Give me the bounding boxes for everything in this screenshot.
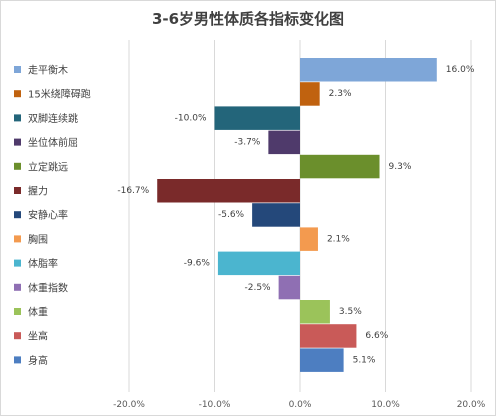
bar [278, 275, 300, 300]
x-tick-label: 0.0% [289, 400, 312, 410]
bar [300, 227, 318, 251]
legend-label: 体脂率 [28, 257, 58, 270]
bar [300, 58, 437, 82]
legend-label: 双脚连续跳 [28, 112, 78, 125]
legend-label: 坐位体前屈 [28, 136, 78, 149]
bar [157, 179, 300, 203]
legend-label: 15米绕障碍跑 [28, 88, 91, 101]
legend-swatch [14, 308, 21, 315]
legend-swatch [14, 114, 21, 122]
legend-label: 立定跳远 [28, 160, 68, 173]
chart-title: 3-6岁男性体质各指标变化图 [151, 10, 345, 28]
legend-swatch [14, 66, 21, 73]
legend-label: 握力 [28, 185, 48, 198]
legend-label: 安静心率 [28, 209, 68, 222]
data-label: 16.0% [446, 65, 475, 75]
bar [300, 154, 380, 179]
legend-label: 身高 [28, 354, 48, 367]
legend-swatch [14, 332, 21, 340]
data-label: -5.6% [218, 210, 245, 220]
legend-swatch [14, 356, 21, 364]
data-label: -16.7% [117, 186, 149, 196]
bar [300, 324, 357, 348]
legend-label: 坐高 [28, 330, 48, 343]
x-tick-label: -20.0% [113, 400, 145, 410]
legend-swatch [14, 283, 21, 291]
bar [300, 82, 320, 106]
data-label: 5.1% [353, 355, 376, 365]
data-label: -10.0% [175, 113, 207, 123]
bar [300, 348, 344, 372]
bar [252, 203, 300, 227]
legend-label: 走平衡木 [28, 65, 68, 77]
legend-swatch [14, 211, 21, 219]
x-tick-label: -10.0% [199, 400, 231, 410]
bar [214, 106, 300, 130]
x-tick-label: 20.0% [457, 400, 486, 410]
bar [217, 251, 300, 276]
legend-swatch [14, 187, 21, 194]
legend-label: 胸围 [28, 233, 48, 246]
data-label: 2.1% [327, 234, 350, 244]
legend-swatch [14, 259, 21, 267]
legend-label: 体重 [28, 306, 48, 319]
data-label: -3.7% [234, 138, 261, 148]
data-label: 9.3% [389, 162, 412, 172]
data-label: -2.5% [245, 283, 272, 293]
data-label: 2.3% [329, 89, 352, 99]
x-tick-label: 10.0% [371, 400, 400, 410]
legend-swatch [14, 138, 21, 146]
legend-swatch [14, 162, 21, 170]
legend-swatch [14, 235, 21, 243]
legend-swatch [14, 90, 21, 98]
data-label: -9.6% [184, 259, 211, 269]
data-label: 6.6% [365, 331, 388, 341]
legend-label: 体重指数 [28, 281, 68, 294]
bar [268, 130, 300, 155]
bar [300, 300, 330, 324]
data-label: 3.5% [339, 307, 362, 317]
